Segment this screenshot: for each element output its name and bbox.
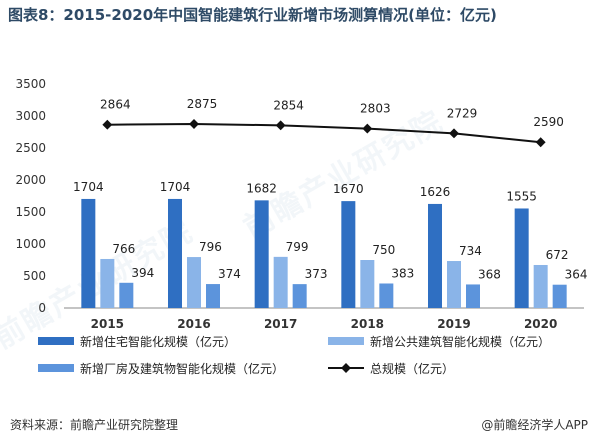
- bar-1: [254, 200, 269, 308]
- y-tick-label: 0: [38, 301, 46, 315]
- bar-label-3: 373: [305, 267, 328, 281]
- total-point: [189, 119, 199, 129]
- total-point: [449, 128, 459, 139]
- legend-label-2: 新增公共建筑智能化规模（亿元）: [370, 334, 550, 349]
- source-note: 资料来源：前瞻产业研究院整理: [10, 418, 179, 432]
- y-tick-label: 3500: [15, 77, 46, 91]
- bar-label-3: 364: [565, 268, 588, 282]
- total-label: 2729: [447, 106, 478, 120]
- bar-label-3: 383: [391, 266, 414, 280]
- bar-1: [168, 198, 182, 308]
- x-tick-label: 2020: [524, 317, 557, 331]
- total-label: 2854: [273, 98, 304, 112]
- legend-swatch-1: [38, 337, 74, 345]
- bar-label-1: 1626: [420, 185, 451, 199]
- total-line-path: [107, 122, 541, 144]
- total-label: 2590: [533, 115, 564, 129]
- legend: 新增住宅智能化规模（亿元） 新增公共建筑智能化规模（亿元） 新增厂房及建筑物智能化规…: [38, 334, 550, 376]
- bar-label-2: 750: [372, 243, 395, 257]
- total-point: [535, 137, 546, 148]
- bar-label-3: 368: [478, 267, 501, 281]
- bar-3: [379, 283, 394, 308]
- chart-title: 图表8：2015-2020年中国智能建筑行业新增市场测算情况(单位：亿元): [8, 6, 497, 24]
- bar-3: [206, 284, 220, 308]
- total-point: [362, 123, 373, 134]
- bar-label-1: 1555: [506, 189, 537, 203]
- bar-2: [273, 256, 288, 308]
- y-tick-label: 2000: [15, 173, 46, 187]
- legend-swatch-2: [328, 337, 364, 345]
- bar-label-2: 796: [199, 240, 222, 254]
- total-label: 2875: [187, 97, 218, 111]
- bar-3: [119, 282, 134, 308]
- bar-1: [514, 208, 529, 308]
- bar-2: [187, 257, 201, 308]
- x-tick-label: 2019: [437, 317, 470, 331]
- bar-label-2: 734: [459, 244, 482, 258]
- total-label: 2803: [360, 102, 391, 116]
- bar-1: [81, 198, 96, 308]
- total-point: [275, 120, 286, 131]
- y-tick-label: 1000: [15, 237, 46, 251]
- bar-2: [447, 261, 461, 308]
- bar-label-2: 799: [286, 240, 309, 254]
- axes: 0 500 1000 1500 2000 2500 3000 3500 2015 2016 2017…: [15, 77, 584, 331]
- bar-2: [360, 260, 375, 308]
- bar-1: [341, 201, 356, 308]
- legend-label-1: 新增住宅智能化规模（亿元）: [80, 334, 236, 349]
- bar-2: [100, 258, 115, 308]
- bars: 1704 1704 1682 1670 1626 1555 766 796 799 750 734 6…: [73, 180, 588, 308]
- bar-label-1: 1704: [73, 180, 104, 194]
- legend-swatch-3: [38, 364, 74, 372]
- legend-label-4: 总规模（亿元）: [370, 361, 454, 376]
- total-line: 2864 2875 2854 2803 2729 2590: [100, 97, 564, 148]
- legend-label-3: 新增厂房及建筑物智能化规模（亿元）: [80, 361, 284, 376]
- x-tick-label: 2017: [264, 317, 297, 331]
- bar-1: [428, 203, 442, 308]
- bar-3: [466, 284, 480, 308]
- bar-3: [552, 284, 567, 308]
- brand-credit: @前瞻经济学人APP: [481, 418, 588, 432]
- y-tick-label: 500: [23, 269, 46, 283]
- x-tick-label: 2015: [91, 317, 124, 331]
- bar-label-2: 672: [546, 248, 569, 262]
- bar-label-3: 394: [131, 266, 154, 280]
- x-tick-label: 2018: [351, 317, 384, 331]
- x-tick-label: 2016: [177, 317, 210, 331]
- bar-label-2: 766: [112, 242, 135, 256]
- legend-marker: [341, 363, 351, 373]
- y-tick-label: 1500: [15, 205, 46, 219]
- total-label: 2864: [100, 98, 131, 112]
- bar-label-1: 1670: [333, 182, 364, 196]
- bar-3: [292, 284, 307, 308]
- bar-label-1: 1704: [160, 180, 191, 194]
- bar-2: [533, 264, 548, 308]
- y-tick-label: 3000: [15, 109, 46, 123]
- total-point: [102, 119, 113, 130]
- y-tick-label: 2500: [15, 141, 46, 155]
- bar-label-1: 1682: [246, 181, 277, 195]
- bar-label-3: 374: [218, 267, 241, 281]
